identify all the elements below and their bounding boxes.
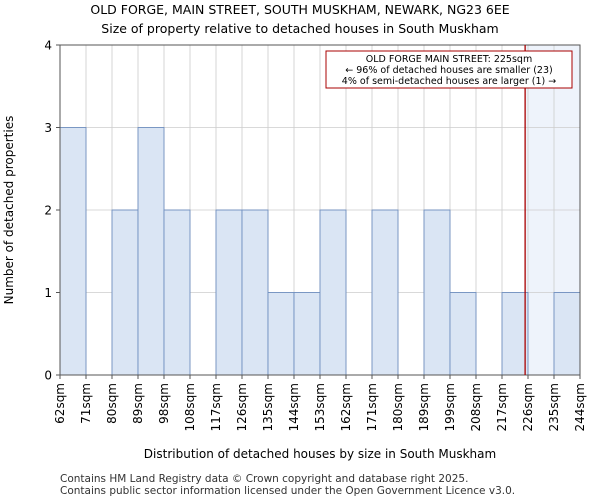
x-tick-label: 144sqm bbox=[287, 383, 301, 431]
x-tick-label: 98sqm bbox=[157, 383, 171, 424]
x-tick-label: 189sqm bbox=[417, 383, 431, 431]
x-tick-label: 153sqm bbox=[313, 383, 327, 431]
x-axis-ticks: 62sqm 71sqm 80sqm 89sqm 98sqm 108sqm 117sqm 126… bbox=[53, 375, 587, 431]
x-tick-label: 108sqm bbox=[183, 383, 197, 431]
chart-title: OLD FORGE, MAIN STREET, SOUTH MUSKHAM, N… bbox=[90, 2, 510, 17]
annotation-line-2: ← 96% of detached houses are smaller (23… bbox=[345, 65, 552, 76]
bar-199sqm bbox=[449, 292, 477, 376]
y-tick-label: 1 bbox=[44, 286, 52, 300]
x-tick-label: 162sqm bbox=[339, 383, 353, 431]
chart-subtitle: Size of property relative to detached ho… bbox=[101, 21, 499, 36]
x-tick-label: 71sqm bbox=[79, 383, 93, 424]
x-tick-label: 208sqm bbox=[469, 383, 483, 431]
bar-235sqm bbox=[553, 292, 581, 376]
x-tick-label: 235sqm bbox=[547, 383, 561, 431]
bar-171sqm bbox=[371, 209, 399, 376]
y-tick-label: 3 bbox=[44, 121, 52, 135]
bar-189sqm bbox=[423, 209, 451, 376]
x-tick-label: 199sqm bbox=[443, 383, 457, 431]
y-axis-label: Number of detached properties bbox=[2, 116, 16, 305]
annotation-line-3: 4% of semi-detached houses are larger (1… bbox=[342, 76, 556, 87]
x-tick-label: 180sqm bbox=[391, 383, 405, 431]
x-tick-label: 117sqm bbox=[209, 383, 223, 431]
x-tick-label: 89sqm bbox=[131, 383, 145, 424]
x-tick-label: 135sqm bbox=[261, 383, 275, 431]
annotation-box: OLD FORGE MAIN STREET: 225sqm ← 96% of d… bbox=[325, 50, 573, 89]
y-tick-label: 2 bbox=[44, 204, 52, 218]
x-tick-label: 171sqm bbox=[365, 383, 379, 431]
footer-licence: Contains public sector information licen… bbox=[60, 485, 516, 497]
x-axis-label: Distribution of detached houses by size … bbox=[144, 447, 496, 461]
x-tick-label: 217sqm bbox=[495, 383, 509, 431]
bar-98sqm bbox=[163, 209, 191, 376]
y-axis-ticks: 0 1 2 3 4 bbox=[44, 39, 60, 383]
x-tick-label: 62sqm bbox=[53, 383, 67, 424]
bar-62sqm bbox=[59, 127, 87, 376]
bars bbox=[59, 127, 581, 376]
bar-135sqm bbox=[267, 292, 295, 376]
bar-80sqm bbox=[111, 209, 139, 376]
y-tick-label: 4 bbox=[44, 39, 52, 53]
bar-217sqm bbox=[501, 292, 529, 376]
y-tick-label: 0 bbox=[44, 369, 52, 383]
bar-117sqm bbox=[215, 209, 243, 376]
x-tick-label: 226sqm bbox=[521, 383, 535, 431]
x-tick-label: 80sqm bbox=[105, 383, 119, 424]
bar-144sqm bbox=[293, 292, 321, 376]
bar-153sqm bbox=[319, 209, 347, 376]
annotation-line-1: OLD FORGE MAIN STREET: 225sqm bbox=[366, 54, 532, 65]
bar-chart: 0 1 2 3 4 62sqm 71sqm 80sqm 89sqm 98sqm 108sqm 117… bbox=[2, 39, 587, 462]
bar-89sqm bbox=[137, 127, 165, 376]
bar-126sqm bbox=[241, 209, 269, 376]
x-tick-label: 126sqm bbox=[235, 383, 249, 431]
x-tick-label: 244sqm bbox=[573, 383, 587, 431]
footer-copyright: Contains HM Land Registry data © Crown c… bbox=[60, 473, 469, 485]
